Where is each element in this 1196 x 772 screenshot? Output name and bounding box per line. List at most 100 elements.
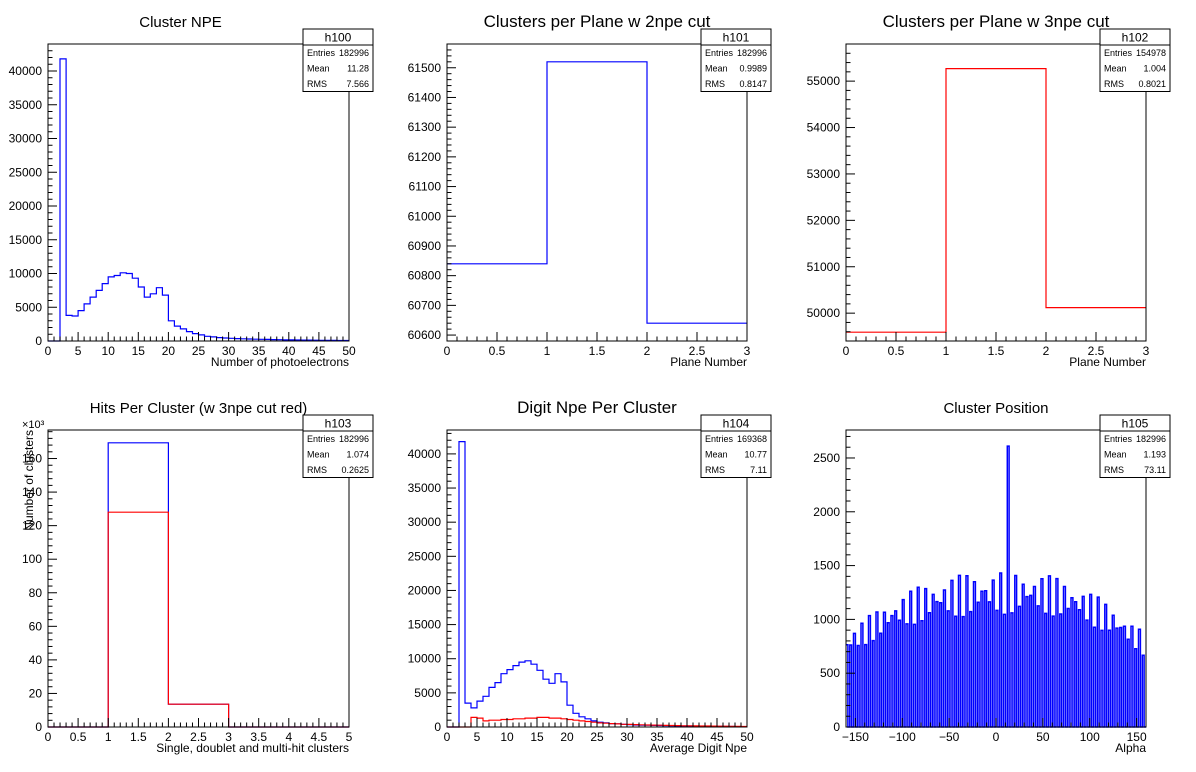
stats-box-name: h100 — [325, 31, 352, 45]
x-tick-label: 0 — [45, 344, 52, 358]
y-tick-label: 30000 — [408, 515, 442, 529]
y-tick-label: 15000 — [408, 618, 442, 632]
x-axis-label: Single, doublet and multi-hit clusters — [156, 741, 349, 755]
stats-label: Entries — [705, 48, 734, 58]
y-tick-label: 0 — [35, 334, 42, 348]
x-tick-label: 0 — [993, 730, 1000, 744]
y-tick-label: 30000 — [9, 132, 43, 146]
x-tick-label: 5 — [346, 730, 353, 744]
stats-value: 1.004 — [1143, 64, 1166, 74]
y-axis-exponent: ×10³ — [22, 419, 45, 431]
x-tick-label: 1 — [943, 344, 950, 358]
stats-box-name: h103 — [325, 417, 352, 431]
y-tick-label: 52000 — [807, 213, 841, 227]
chart-panel-h102: Clusters per Plane w 3npe cut 0 0.5 1 1.5 2 2.… — [807, 12, 1171, 369]
stats-value: 169368 — [737, 434, 767, 444]
x-tick-label: 25 — [192, 344, 206, 358]
y-tick-label: 61300 — [408, 120, 442, 134]
stats-value: 182996 — [1136, 434, 1166, 444]
x-axis-label: Plane Number — [1069, 355, 1146, 369]
stats-box — [302, 414, 374, 478]
y-tick-label: 25000 — [9, 165, 43, 179]
x-tick-label: 15 — [132, 344, 146, 358]
stats-value: 7.566 — [346, 79, 369, 89]
chart-panel-h105: Cluster Position−150 −100 −50 0 50 100 1500500… — [813, 400, 1171, 755]
x-tick-label: 15 — [530, 730, 544, 744]
stats-label: RMS — [1104, 465, 1124, 475]
x-tick-label: 1.5 — [988, 344, 1005, 358]
y-tick-label: 54000 — [807, 121, 841, 135]
stats-value: 10.77 — [744, 450, 767, 460]
stats-value: 1.074 — [346, 450, 369, 460]
stats-label: Mean — [1104, 64, 1127, 74]
stats-label: Mean — [705, 64, 728, 74]
y-tick-label: 120 — [22, 519, 42, 533]
y-tick-label: 60 — [29, 619, 43, 633]
stats-box-name: h102 — [1122, 31, 1149, 45]
x-tick-label: 0.5 — [70, 730, 87, 744]
x-tick-label: 4.5 — [311, 730, 328, 744]
x-tick-label: 0.5 — [888, 344, 905, 358]
x-tick-label: −50 — [939, 730, 960, 744]
y-tick-label: 1500 — [813, 559, 840, 573]
x-tick-label: 2.5 — [1088, 344, 1105, 358]
stats-value: 0.8147 — [739, 79, 767, 89]
x-tick-label: 20 — [162, 344, 176, 358]
y-tick-label: 20000 — [408, 583, 442, 597]
stats-box — [700, 28, 772, 92]
y-tick-label: 53000 — [807, 167, 841, 181]
stats-value: 0.2625 — [341, 465, 369, 475]
y-tick-label: 80 — [29, 586, 43, 600]
x-tick-label: −100 — [889, 730, 916, 744]
stats-label: Entries — [1104, 48, 1133, 58]
x-tick-label: 25 — [590, 730, 604, 744]
stats-value: 11.28 — [347, 64, 369, 74]
chart-panel-h104: Digit Npe Per Cluster 0 5 10 15 20 25 30 35 40 45 5… — [408, 398, 772, 755]
stats-value: 182996 — [339, 48, 369, 58]
x-tick-label: 0 — [444, 730, 451, 744]
x-tick-label: 20 — [560, 730, 574, 744]
x-tick-label: 0 — [843, 344, 850, 358]
stats-value: 182996 — [339, 434, 369, 444]
histogram-series-1 — [846, 68, 1146, 333]
x-tick-label: 50 — [740, 730, 754, 744]
y-tick-label: 61100 — [409, 180, 442, 194]
stats-box — [1099, 28, 1171, 92]
x-axis-label: Number of photoelectrons — [211, 355, 349, 369]
stats-value: 0.9989 — [739, 64, 767, 74]
y-tick-label: 60900 — [408, 239, 442, 253]
histogram-series-1 — [447, 61, 747, 324]
histogram-series-1 — [447, 441, 747, 728]
chart-panel-h100: Cluster NPE 0 5 10 15 20 25 30 35 40 45 50 0 5000 1000… — [9, 14, 374, 369]
x-tick-label: 1.5 — [130, 730, 147, 744]
y-tick-label: 61400 — [408, 90, 442, 104]
stats-label: Entries — [1104, 434, 1133, 444]
x-tick-label: 30 — [222, 344, 236, 358]
x-tick-label: 30 — [620, 730, 634, 744]
x-tick-label: 3.5 — [250, 730, 267, 744]
y-tick-label: 10000 — [408, 652, 442, 666]
x-tick-label: 2 — [644, 344, 651, 358]
stats-value: 154978 — [1136, 48, 1166, 58]
y-tick-label: 160 — [22, 452, 42, 466]
stats-label: Entries — [307, 48, 336, 58]
stats-value: 182996 — [737, 48, 767, 58]
histogram-series-1 — [48, 442, 349, 728]
y-tick-label: 0 — [833, 720, 840, 734]
y-tick-label: 35000 — [9, 98, 43, 112]
x-tick-label: 5 — [474, 730, 481, 744]
histogram-series-1 — [846, 445, 1146, 728]
y-tick-label: 35000 — [408, 481, 442, 495]
y-tick-label: 10000 — [9, 267, 43, 281]
x-tick-label: 35 — [650, 730, 664, 744]
stats-label: Entries — [705, 434, 734, 444]
chart-panel-h101: Clusters per Plane w 2npe cut 0 0.5 1 1.5 2 2.… — [408, 12, 772, 369]
chart-title: Clusters per Plane w 2npe cut — [484, 12, 711, 31]
y-tick-label: 0 — [434, 720, 441, 734]
x-tick-label: 1 — [544, 344, 551, 358]
x-tick-label: 0 — [45, 730, 52, 744]
chart-title: Digit Npe Per Cluster — [517, 398, 677, 417]
stats-label: RMS — [705, 79, 725, 89]
stats-box-name: h104 — [723, 417, 750, 431]
y-tick-label: 60600 — [408, 328, 442, 342]
